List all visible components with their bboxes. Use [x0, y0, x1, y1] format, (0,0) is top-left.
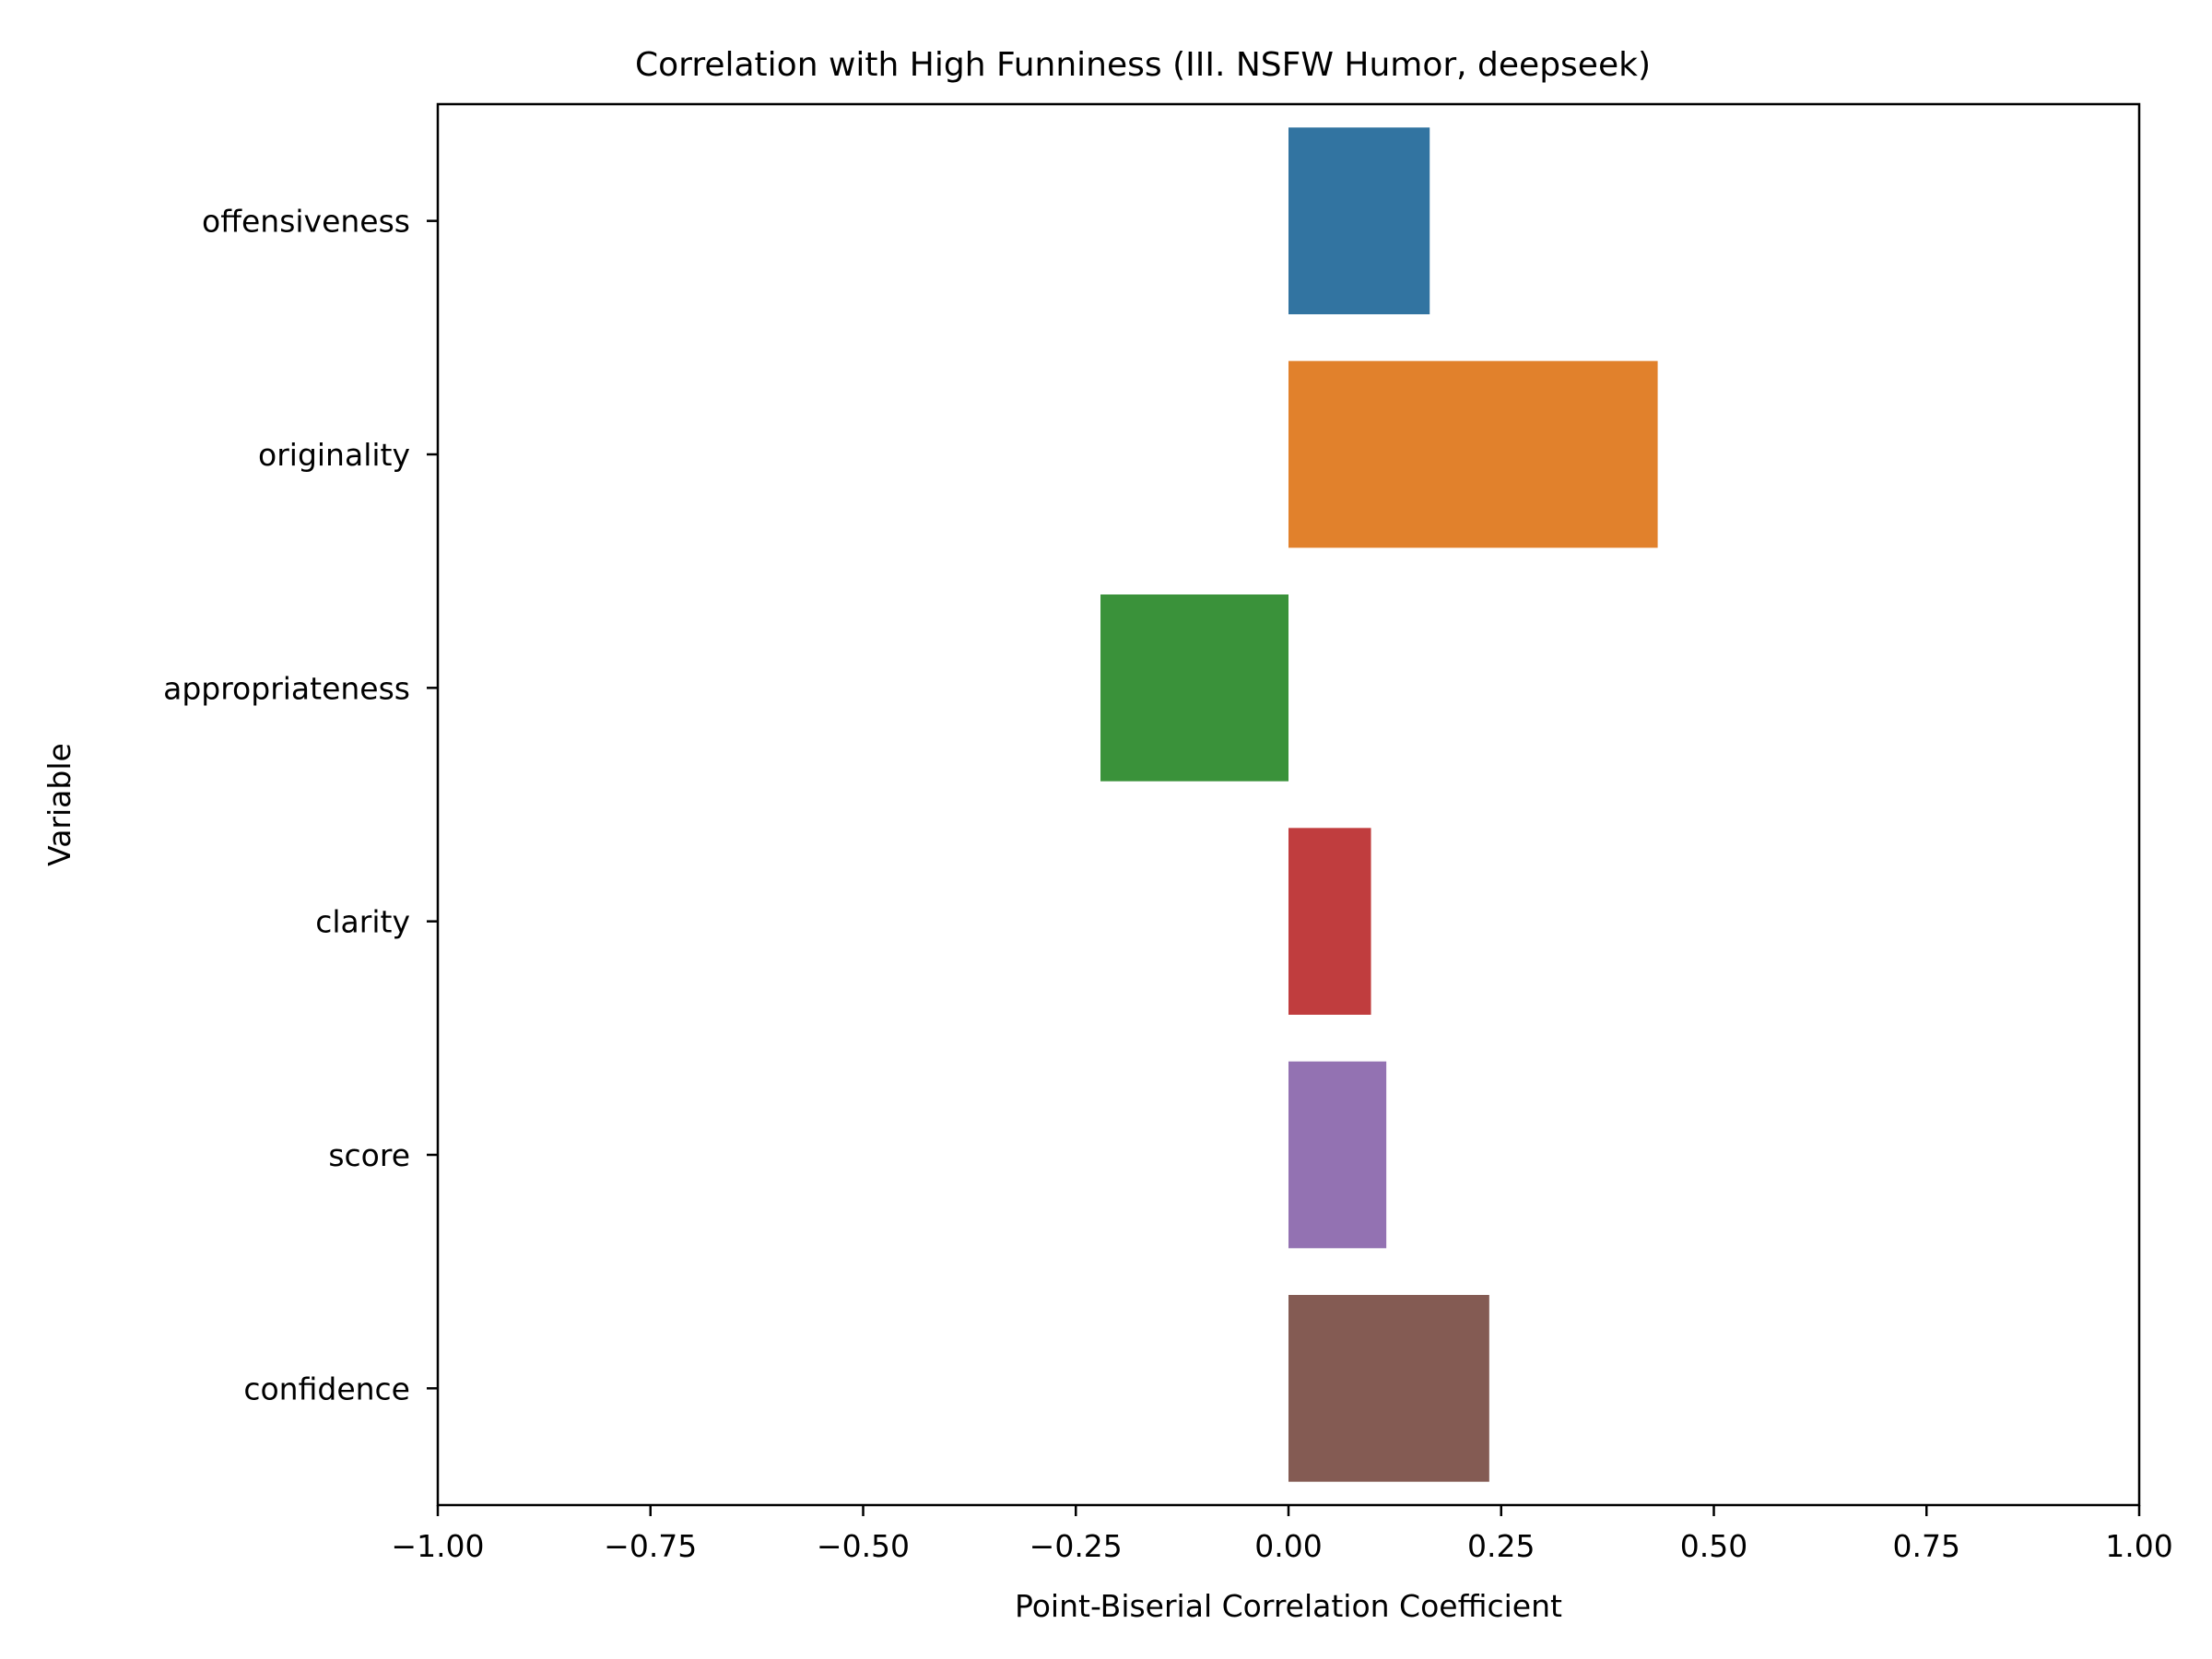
y-axis-label: Variable — [41, 743, 77, 866]
y-tick-label: score — [328, 1137, 410, 1173]
x-tick-label: 0.50 — [1680, 1528, 1747, 1564]
bars-group — [1100, 127, 1658, 1482]
x-ticks-group: −1.00 −0.75 −0.50 −0.25 0.00 0.25 0.50 0.75 1.00 — [391, 1505, 2173, 1564]
y-ticks-group: offensiveness originality appropriateness c… — [163, 204, 438, 1406]
x-tick-label: 1.00 — [2105, 1528, 2172, 1564]
y-tick-label: appropriateness — [163, 670, 410, 706]
x-tick-label: 0.00 — [1254, 1528, 1322, 1564]
bar-offensiveness — [1288, 127, 1430, 314]
chart-title: Correlation with High Funniness (III. NS… — [635, 46, 1651, 84]
y-tick-label: clarity — [315, 904, 410, 940]
x-axis-label: Point-Biserial Correlation Coefficient — [1015, 1588, 1562, 1624]
y-tick-label: offensiveness — [202, 204, 410, 240]
bar-score — [1288, 1061, 1387, 1249]
x-tick-label: −0.50 — [817, 1528, 910, 1564]
x-tick-label: −0.25 — [1030, 1528, 1123, 1564]
x-tick-label: −0.75 — [604, 1528, 697, 1564]
x-tick-label: 0.75 — [1893, 1528, 1960, 1564]
x-tick-label: −1.00 — [391, 1528, 484, 1564]
y-tick-label: originality — [258, 437, 410, 473]
y-tick-label: confidence — [243, 1371, 410, 1406]
x-tick-label: 0.25 — [1467, 1528, 1535, 1564]
bar-confidence — [1288, 1295, 1489, 1482]
bar-appropriateness — [1100, 594, 1288, 782]
bar-clarity — [1288, 828, 1371, 1015]
bar-originality — [1288, 360, 1658, 548]
